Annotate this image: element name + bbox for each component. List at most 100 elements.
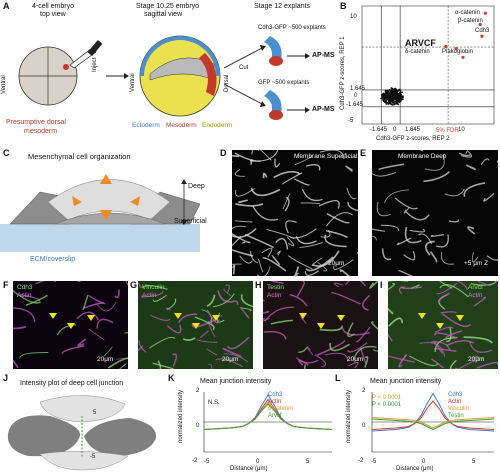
membrane-stroke	[249, 150, 279, 162]
c-superficial-label: Superficial	[174, 218, 207, 225]
b-point-arvcf	[444, 44, 448, 49]
membrane-stroke	[372, 228, 385, 232]
membrane-stroke	[182, 337, 196, 341]
c-title: Mesenchymal cell organization	[28, 152, 131, 161]
membrane-stroke	[404, 226, 422, 244]
b-cloud-point	[385, 90, 388, 93]
membrane-stroke	[157, 360, 162, 369]
b-cloud-point	[396, 100, 399, 103]
membrane-stroke	[344, 281, 366, 287]
membrane-stroke	[251, 150, 254, 155]
b-cloud-point	[398, 101, 401, 104]
membrane-stroke	[372, 235, 377, 241]
membrane-stroke	[294, 156, 312, 166]
cdh3-explants-label: Cdh3-GFP ~500 explants	[258, 25, 326, 31]
membrane-stroke	[296, 272, 299, 276]
membrane-stroke	[233, 300, 239, 306]
membrane-stroke	[271, 254, 281, 266]
membrane-stroke	[403, 250, 416, 261]
membrane-stroke	[355, 326, 371, 343]
membrane-stroke	[400, 286, 422, 290]
g-ch2: Actin	[142, 292, 157, 299]
sagittal-embryo	[139, 35, 221, 117]
k-legend-actin: Actin	[268, 399, 282, 405]
b-cloud-point	[401, 96, 403, 99]
membrane-stroke	[458, 152, 471, 157]
membrane-stroke	[394, 197, 418, 210]
membrane-stroke	[196, 339, 218, 343]
d-title: Membrane Superficial	[294, 153, 358, 160]
membrane-stroke	[331, 292, 361, 305]
membrane-stroke	[403, 206, 410, 214]
c-diagram	[0, 174, 201, 252]
membrane-stroke	[436, 234, 449, 248]
membrane-stroke	[361, 294, 371, 311]
membrane-stroke	[439, 284, 469, 298]
c-substrate-label: ECM/coverslip	[30, 256, 76, 263]
panel-g-label: G	[130, 280, 138, 290]
title-stage12: Stage 12 explants	[254, 3, 311, 10]
ventral-label-2: Ventral	[130, 73, 136, 92]
b-cloud-point	[398, 88, 401, 91]
arrowhead-marker	[436, 323, 444, 329]
membrane-stroke	[263, 317, 266, 320]
series-vinculin	[371, 417, 495, 429]
b-ytick-m1645: -1.645	[346, 102, 364, 108]
membrane-stroke	[294, 178, 310, 186]
membrane-stroke	[25, 294, 48, 306]
b-cloud-point	[398, 94, 401, 96]
arrowhead-marker	[317, 323, 325, 329]
membrane-stroke	[364, 356, 369, 368]
i-ch1: Arvcf	[468, 284, 483, 291]
membrane-stroke	[240, 307, 252, 312]
membrane-stroke	[250, 159, 253, 166]
membrane-stroke	[434, 347, 457, 352]
membrane-stroke	[388, 317, 404, 327]
b-cloud-point	[389, 98, 392, 101]
membrane-stroke	[438, 281, 453, 289]
panel-k-label: K	[168, 373, 175, 383]
membrane-stroke	[258, 150, 272, 161]
b-xtick-10: 10	[458, 127, 465, 133]
membrane-stroke	[262, 257, 287, 272]
membrane-stroke	[444, 330, 463, 340]
k-xtick-m5: -5	[204, 459, 210, 465]
membrane-stroke	[346, 187, 357, 200]
b-cloud-point	[401, 91, 403, 94]
k-title: Mean junction intensity	[200, 378, 272, 385]
membrane-stroke	[455, 281, 469, 291]
k-legend-alpha-catenin: α-catenin	[268, 406, 293, 412]
micrograph-cdh3-actin: Cdh3 Actin 20μm	[13, 281, 128, 369]
series-arvcf	[203, 403, 333, 430]
membrane-stroke	[409, 355, 439, 366]
arrowhead-marker	[418, 313, 426, 319]
ventral-label-1: Ventral	[1, 75, 7, 94]
b-cloud-point	[392, 96, 394, 99]
membrane-stroke	[347, 201, 358, 212]
membrane-stroke	[97, 302, 117, 312]
membrane-stroke	[232, 263, 242, 265]
membrane-stroke	[240, 294, 253, 308]
membrane-stroke	[270, 319, 294, 325]
inject-needle-icon	[69, 39, 103, 69]
b-delta-catenin-label: δ-catenin	[405, 49, 430, 55]
membrane-stroke	[13, 359, 19, 369]
b-fdr-label: 5% FDR	[436, 128, 459, 134]
membrane-stroke	[388, 281, 409, 283]
e-membrane-texture	[372, 150, 498, 276]
membrane-stroke	[241, 241, 246, 244]
membrane-stroke	[419, 342, 446, 358]
membrane-stroke	[305, 256, 334, 272]
panel-h-label: H	[255, 280, 262, 290]
scatter-plot-b	[361, 5, 495, 125]
series-cdh3	[371, 392, 495, 432]
e-title: Membrane Deep	[398, 153, 447, 160]
panel-d-label: D	[220, 148, 227, 158]
membrane-stroke	[295, 356, 319, 364]
membrane-stroke	[114, 289, 120, 299]
arrowhead-marker	[49, 313, 57, 319]
membrane-stroke	[13, 289, 42, 304]
membrane-stroke	[298, 359, 309, 366]
membrane-stroke	[266, 228, 295, 240]
membrane-stroke	[320, 229, 331, 238]
